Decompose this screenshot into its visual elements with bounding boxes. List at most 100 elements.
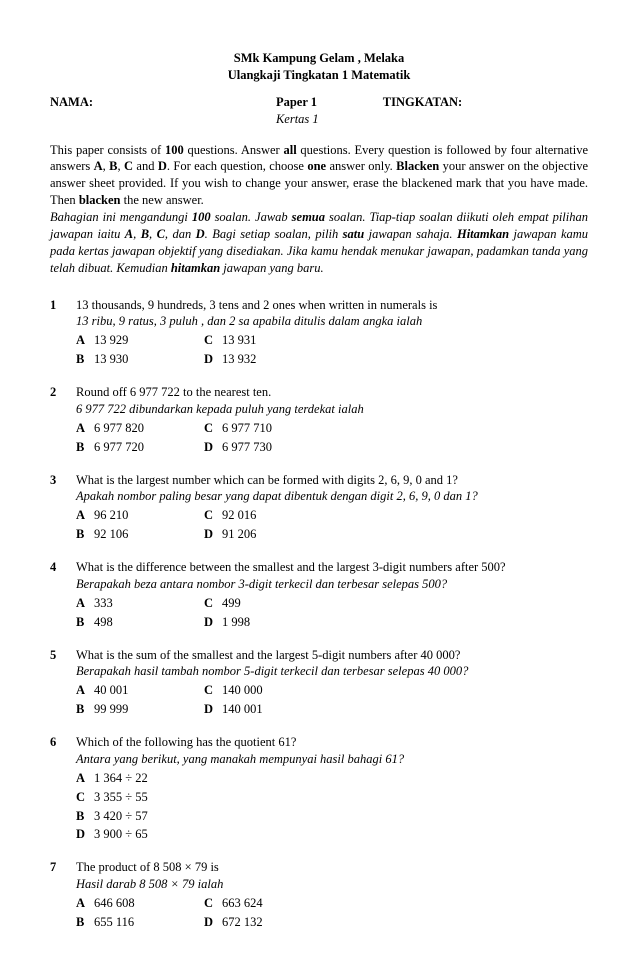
- question-subtext: Berapakah hasil tambah nombor 5-digit te…: [76, 663, 588, 680]
- option-value: 13 931: [222, 332, 332, 349]
- option-letter: B: [76, 914, 94, 931]
- option-value: 333: [94, 595, 204, 612]
- option-letter: C: [204, 682, 222, 699]
- option-value: 672 132: [222, 914, 332, 931]
- question-number: 2: [50, 384, 76, 456]
- options-grid: A96 210C92 016B92 106D91 206: [76, 507, 588, 543]
- option-value: 1 998: [222, 614, 332, 631]
- option-letter: B: [76, 439, 94, 456]
- question-number: 4: [50, 559, 76, 631]
- question-number: 3: [50, 472, 76, 544]
- option-letter: D: [204, 914, 222, 931]
- question-text: Which of the following has the quotient …: [76, 734, 588, 751]
- option-value: 13 932: [222, 351, 332, 368]
- tingkatan-label: TINGKATAN:: [373, 94, 598, 111]
- question: 6Which of the following has the quotient…: [50, 734, 588, 843]
- question-body: Which of the following has the quotient …: [76, 734, 588, 843]
- question-number: 1: [50, 297, 76, 369]
- option-value: 646 608: [94, 895, 204, 912]
- question-text: What is the largest number which can be …: [76, 472, 588, 489]
- option-letter: A: [76, 332, 94, 349]
- instructions-ms: Bahagian ini mengandungi 100 soalan. Jaw…: [50, 210, 588, 275]
- question-body: Round off 6 977 722 to the nearest ten.6…: [76, 384, 588, 456]
- option-value: 6 977 710: [222, 420, 332, 437]
- question-body: What is the largest number which can be …: [76, 472, 588, 544]
- option-value: 6 977 720: [94, 439, 204, 456]
- option-value: 3 420 ÷ 57: [94, 808, 254, 825]
- header-block: SMk Kampung Gelam , Melaka Ulangkaji Tin…: [50, 50, 588, 84]
- option-letter: B: [76, 808, 94, 825]
- option-value: 92 106: [94, 526, 204, 543]
- question-text: The product of 8 508 × 79 is: [76, 859, 588, 876]
- question-text: 13 thousands, 9 hundreds, 3 tens and 2 o…: [76, 297, 588, 314]
- option-letter: D: [204, 701, 222, 718]
- option-value: 1 364 ÷ 22: [94, 770, 254, 787]
- option-value: 40 001: [94, 682, 204, 699]
- exam-title: Ulangkaji Tingkatan 1 Matematik: [50, 67, 588, 84]
- question-subtext: Apakah nombor paling besar yang dapat di…: [76, 488, 588, 505]
- option-letter: A: [76, 420, 94, 437]
- option-value: 663 624: [222, 895, 332, 912]
- question-body: What is the difference between the small…: [76, 559, 588, 631]
- option-value: 13 930: [94, 351, 204, 368]
- option-letter: B: [76, 701, 94, 718]
- info-row: NAMA: Paper 1 Kertas 1 TINGKATAN:: [50, 94, 588, 128]
- question-body: 13 thousands, 9 hundreds, 3 tens and 2 o…: [76, 297, 588, 369]
- question-number: 6: [50, 734, 76, 843]
- options-grid: A333C499B498D1 998: [76, 595, 588, 631]
- question-subtext: 6 977 722 dibundarkan kepada puluh yang …: [76, 401, 588, 418]
- option-letter: B: [76, 614, 94, 631]
- option-value: 3 900 ÷ 65: [94, 826, 254, 843]
- option-value: 6 977 730: [222, 439, 332, 456]
- instructions-block: This paper consists of 100 questions. An…: [50, 142, 588, 277]
- option-letter: D: [204, 351, 222, 368]
- option-letter: D: [204, 526, 222, 543]
- option-letter: C: [204, 507, 222, 524]
- options-grid: A13 929C13 931B13 930D13 932: [76, 332, 588, 368]
- kertas-label: Kertas 1: [276, 111, 373, 128]
- question-subtext: 13 ribu, 9 ratus, 3 puluh , dan 2 sa apa…: [76, 313, 588, 330]
- option-letter: C: [204, 895, 222, 912]
- option-letter: D: [76, 826, 94, 843]
- option-value: 96 210: [94, 507, 204, 524]
- options-grid: A646 608C663 624B655 116D672 132: [76, 895, 588, 931]
- options-grid: A40 001C140 000B99 999D140 001: [76, 682, 588, 718]
- question: 4What is the difference between the smal…: [50, 559, 588, 631]
- options-col: A1 364 ÷ 22C3 355 ÷ 55B3 420 ÷ 57D3 900 …: [76, 770, 588, 844]
- question: 5What is the sum of the smallest and the…: [50, 647, 588, 719]
- question: 2Round off 6 977 722 to the nearest ten.…: [50, 384, 588, 456]
- option-value: 3 355 ÷ 55: [94, 789, 254, 806]
- options-grid: A6 977 820C6 977 710 B6 977 720D6 977 730: [76, 420, 588, 456]
- question-number: 5: [50, 647, 76, 719]
- paper-label-block: Paper 1 Kertas 1: [276, 94, 373, 128]
- questions-list: 113 thousands, 9 hundreds, 3 tens and 2 …: [50, 297, 588, 931]
- paper-label: Paper 1: [276, 94, 373, 111]
- option-value: 99 999: [94, 701, 204, 718]
- question-text: Round off 6 977 722 to the nearest ten.: [76, 384, 588, 401]
- nama-label: NAMA:: [50, 94, 276, 111]
- option-value: 499: [222, 595, 332, 612]
- option-letter: C: [76, 789, 94, 806]
- option-letter: B: [76, 526, 94, 543]
- question-subtext: Berapakah beza antara nombor 3-digit ter…: [76, 576, 588, 593]
- option-value: 6 977 820: [94, 420, 204, 437]
- question: 3What is the largest number which can be…: [50, 472, 588, 544]
- option-letter: C: [204, 420, 222, 437]
- option-letter: A: [76, 507, 94, 524]
- school-name: SMk Kampung Gelam , Melaka: [50, 50, 588, 67]
- option-value: 140 001: [222, 701, 332, 718]
- option-letter: D: [204, 439, 222, 456]
- question: 113 thousands, 9 hundreds, 3 tens and 2 …: [50, 297, 588, 369]
- question-body: The product of 8 508 × 79 isHasil darab …: [76, 859, 588, 931]
- question-body: What is the sum of the smallest and the …: [76, 647, 588, 719]
- option-value: 13 929: [94, 332, 204, 349]
- instructions-en: This paper consists of 100 questions. An…: [50, 143, 588, 208]
- question-subtext: Antara yang berikut, yang manakah mempun…: [76, 751, 588, 768]
- option-letter: C: [204, 595, 222, 612]
- question-text: What is the difference between the small…: [76, 559, 588, 576]
- question-subtext: Hasil darab 8 508 × 79 ialah: [76, 876, 588, 893]
- option-letter: A: [76, 895, 94, 912]
- option-letter: B: [76, 351, 94, 368]
- option-value: 91 206: [222, 526, 332, 543]
- option-value: 498: [94, 614, 204, 631]
